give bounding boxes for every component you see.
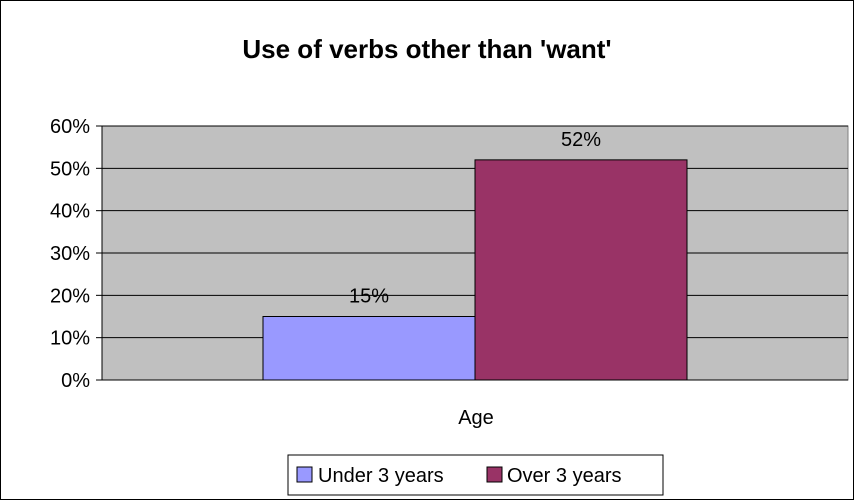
- bar-over-3-years: [474, 159, 688, 381]
- y-tick-label: 0%: [61, 370, 90, 392]
- bars: [262, 159, 688, 381]
- y-tick-label: 60%: [50, 116, 90, 138]
- data-label: 52%: [561, 129, 601, 151]
- data-label: 15%: [349, 286, 389, 308]
- data-labels: 15% 52%: [349, 129, 601, 308]
- legend-swatch-under-3: [296, 466, 313, 483]
- legend: Under 3 years Over 3 years: [287, 454, 664, 496]
- category-label: Age: [458, 407, 494, 429]
- y-tick-label: 30%: [50, 243, 90, 265]
- chart-title: Use of verbs other than 'want': [242, 34, 611, 64]
- bar-under-3-years: [262, 316, 476, 381]
- legend-label-over-3: Over 3 years: [507, 465, 621, 487]
- legend-box: [287, 454, 664, 496]
- y-axis: 0% 10% 20% 30% 40% 50% 60%: [50, 116, 848, 392]
- legend-swatch-over-3: [486, 466, 503, 483]
- legend-label-under-3: Under 3 years: [318, 465, 444, 487]
- y-tick-label: 40%: [50, 201, 90, 223]
- y-tick-label: 50%: [50, 158, 90, 180]
- y-tick-label: 10%: [50, 328, 90, 350]
- y-tick-label: 20%: [50, 285, 90, 307]
